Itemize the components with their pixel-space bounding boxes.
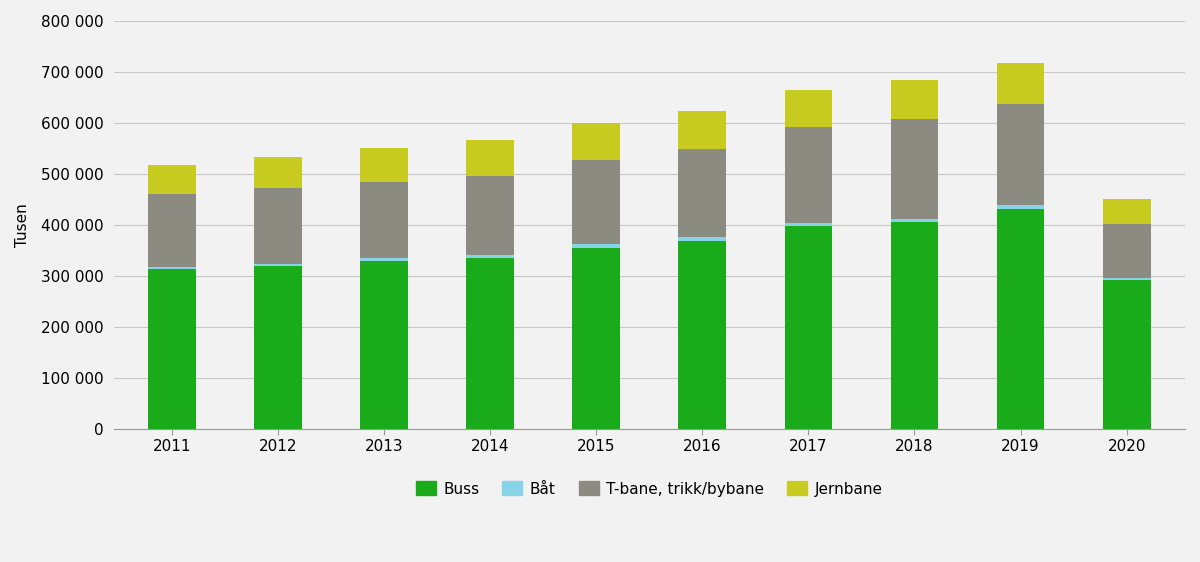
- Bar: [890, 223, 938, 429]
- Bar: [572, 244, 620, 248]
- Bar: [467, 140, 514, 176]
- Bar: [254, 264, 302, 266]
- Y-axis label: Tusen: Tusen: [16, 203, 30, 247]
- Bar: [467, 255, 514, 258]
- Legend: Buss, Båt, T-bane, trikk/bybane, Jernbane: Buss, Båt, T-bane, trikk/bybane, Jernban…: [410, 475, 889, 502]
- Bar: [890, 219, 938, 223]
- Bar: [678, 237, 726, 241]
- Bar: [360, 182, 408, 258]
- Bar: [1103, 200, 1151, 224]
- Bar: [1103, 224, 1151, 278]
- Bar: [997, 104, 1044, 205]
- Bar: [678, 149, 726, 237]
- Bar: [360, 258, 408, 261]
- Bar: [360, 148, 408, 182]
- Bar: [678, 111, 726, 149]
- Bar: [254, 188, 302, 264]
- Bar: [785, 226, 833, 429]
- Bar: [997, 205, 1044, 209]
- Bar: [360, 261, 408, 429]
- Bar: [890, 80, 938, 119]
- Bar: [890, 119, 938, 219]
- Bar: [254, 157, 302, 188]
- Bar: [148, 165, 196, 194]
- Bar: [148, 194, 196, 267]
- Bar: [572, 248, 620, 429]
- Bar: [997, 209, 1044, 429]
- Bar: [678, 241, 726, 429]
- Bar: [254, 266, 302, 429]
- Bar: [785, 223, 833, 226]
- Bar: [148, 269, 196, 429]
- Bar: [572, 123, 620, 160]
- Bar: [467, 258, 514, 429]
- Bar: [572, 160, 620, 244]
- Bar: [785, 90, 833, 127]
- Bar: [148, 267, 196, 269]
- Bar: [467, 176, 514, 255]
- Bar: [785, 127, 833, 223]
- Bar: [1103, 280, 1151, 429]
- Bar: [1103, 278, 1151, 280]
- Bar: [997, 64, 1044, 104]
